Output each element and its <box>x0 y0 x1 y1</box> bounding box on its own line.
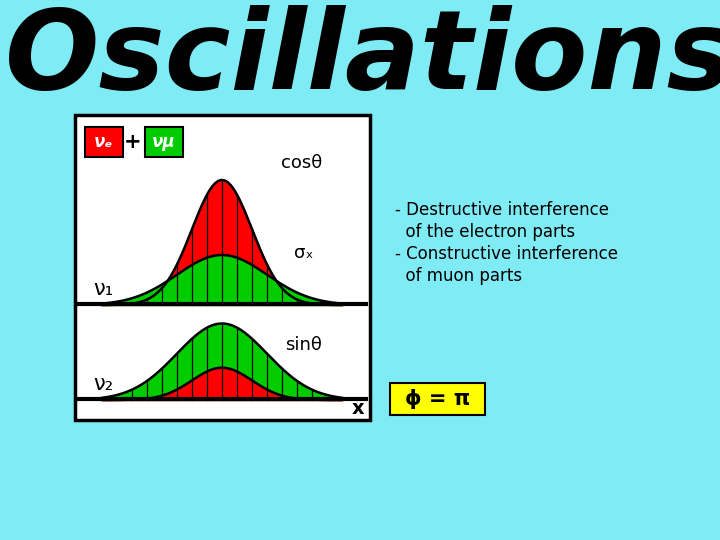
Bar <box>75 115 370 420</box>
Text: of muon parts: of muon parts <box>395 267 522 285</box>
Bar <box>390 383 485 415</box>
Text: - Destructive interference: - Destructive interference <box>395 201 609 219</box>
Text: x: x <box>351 399 364 417</box>
Text: ν₁: ν₁ <box>93 279 113 299</box>
Text: - Constructive interference: - Constructive interference <box>395 245 618 263</box>
Text: ν₂: ν₂ <box>93 374 113 394</box>
Text: ϕ = π: ϕ = π <box>405 389 470 409</box>
Text: νμ: νμ <box>152 133 176 151</box>
Text: Oscillations: Oscillations <box>5 5 720 112</box>
Text: νₑ: νₑ <box>94 133 114 151</box>
Text: sinθ: sinθ <box>286 336 323 354</box>
Bar <box>145 127 183 157</box>
Bar <box>85 127 123 157</box>
Text: of the electron parts: of the electron parts <box>395 223 575 241</box>
Text: +: + <box>124 132 142 152</box>
Text: cosθ: cosθ <box>282 154 323 172</box>
Text: σₓ: σₓ <box>294 244 314 261</box>
